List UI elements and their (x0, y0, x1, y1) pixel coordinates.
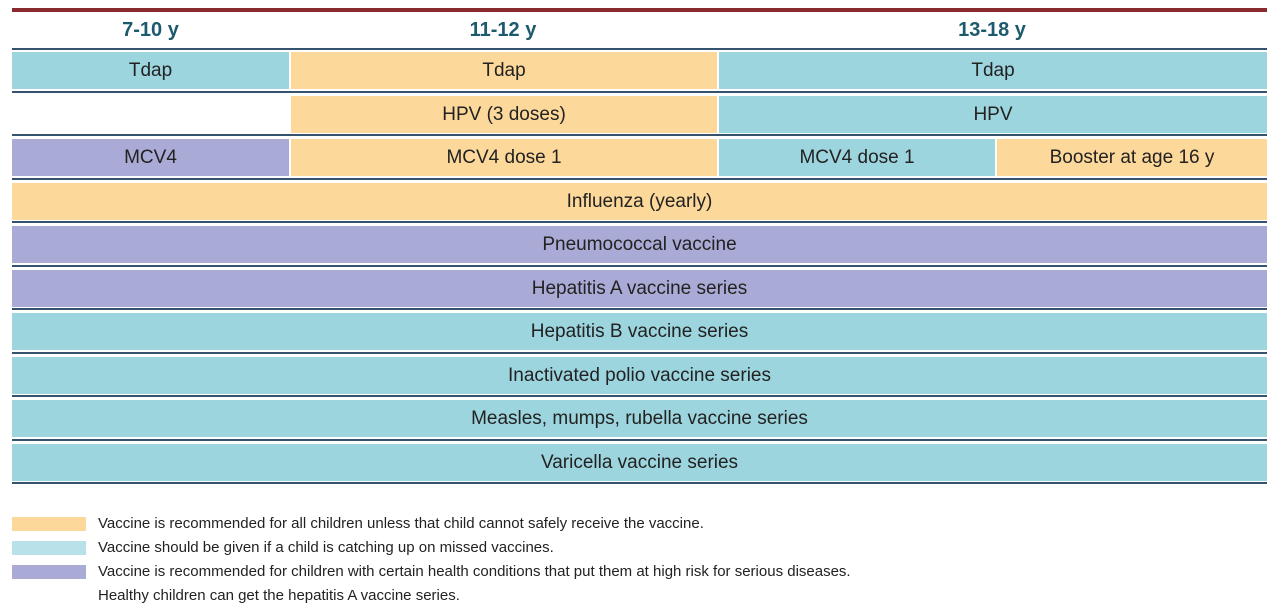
schedule-cell: Hepatitis B vaccine series (12, 313, 1267, 350)
schedule-cell: Varicella vaccine series (12, 443, 1267, 481)
schedule-cell: Inactivated polio vaccine series (12, 356, 1267, 394)
row-separator (12, 177, 1267, 180)
schedule-cell: MCV4 (12, 139, 289, 176)
legend-text: Healthy children can get the hepatitis A… (98, 586, 460, 604)
row-separator (12, 264, 1267, 267)
schedule-cell: Tdap (719, 52, 1267, 89)
legend-swatch (12, 517, 86, 531)
legend-swatch (12, 541, 86, 555)
schedule-cell: Hepatitis A vaccine series (12, 269, 1267, 307)
schedule-cell: MCV4 dose 1 (719, 139, 995, 176)
column-header: 13-18 y (958, 19, 1026, 41)
row-separator (12, 482, 1267, 484)
schedule-cell: MCV4 dose 1 (291, 139, 717, 176)
legend-text: Vaccine is recommended for all children … (98, 515, 704, 532)
column-header: 11-12 y (469, 19, 537, 41)
schedule-cell: Pneumococcal vaccine (12, 226, 1267, 263)
row-separator (12, 308, 1267, 310)
row-separator (12, 395, 1267, 397)
schedule-cell: HPV (719, 95, 1267, 133)
schedule-cell: Influenza (yearly) (12, 182, 1267, 220)
row-separator (12, 438, 1267, 441)
schedule-cell: Measles, mumps, rubella vaccine series (12, 400, 1267, 437)
schedule-cell: Tdap (291, 52, 717, 89)
top-rule (12, 8, 1267, 12)
schedule-cell: HPV (3 doses) (291, 95, 717, 133)
schedule-cell: Booster at age 16 y (997, 139, 1267, 176)
column-header: 7-10 y (122, 19, 179, 41)
row-separator (12, 221, 1267, 223)
row-separator (12, 134, 1267, 136)
schedule-cell: Tdap (12, 52, 289, 89)
legend-swatch (12, 565, 86, 579)
row-separator (12, 48, 1267, 50)
row-separator (12, 90, 1267, 93)
row-separator (12, 351, 1267, 354)
legend-text: Vaccine should be given if a child is ca… (98, 539, 554, 556)
legend-text: Vaccine is recommended for children with… (98, 563, 851, 580)
